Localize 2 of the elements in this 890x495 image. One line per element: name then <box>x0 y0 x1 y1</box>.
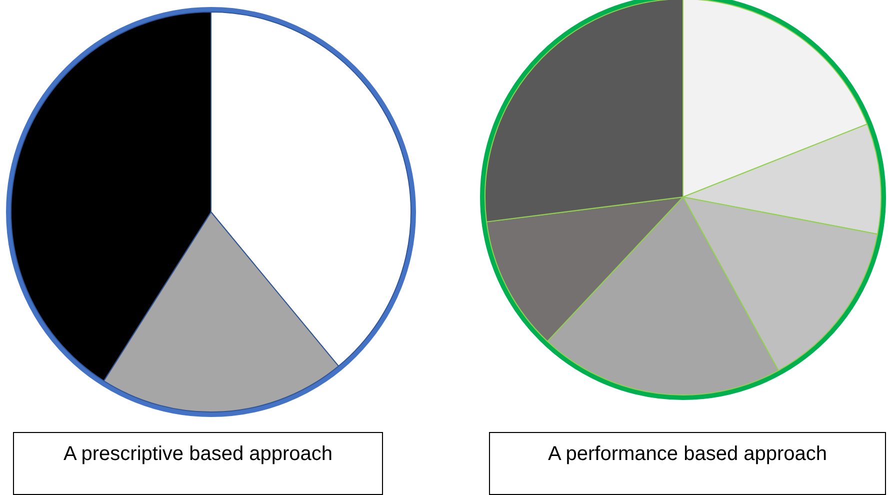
text: A performance based approach <box>489 432 886 495</box>
text: A prescriptive based approach <box>13 432 383 495</box>
